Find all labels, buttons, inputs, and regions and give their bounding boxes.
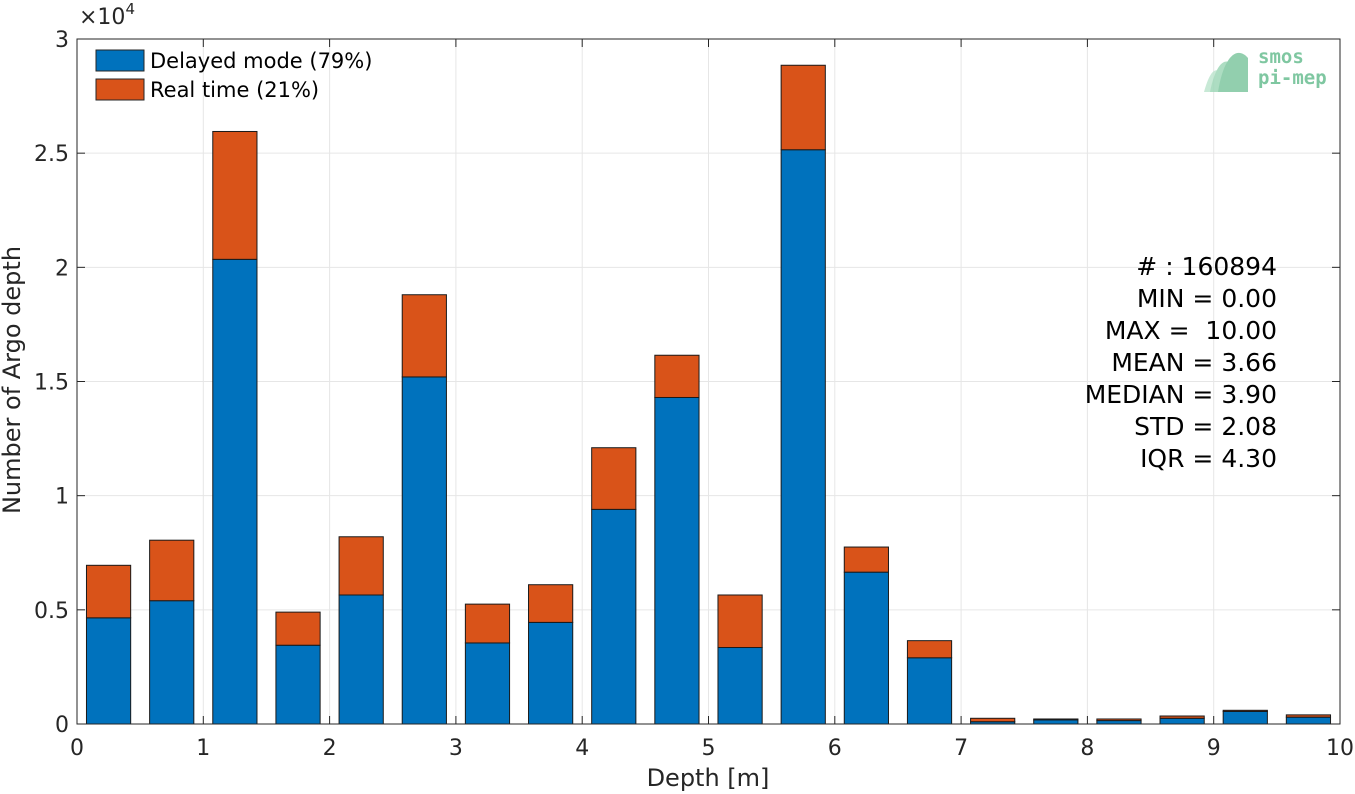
bar-real-time	[401, 294, 447, 378]
y-tick-label: 1	[55, 485, 69, 510]
y-tick-label: 1.5	[34, 371, 69, 396]
bar-real-time	[1222, 709, 1268, 712]
x-axis-title: Depth [m]	[647, 764, 770, 792]
bar-real-time	[149, 539, 195, 602]
bar-delayed-mode	[1159, 717, 1205, 725]
bar-delayed-mode	[528, 621, 574, 725]
bar-delayed-mode	[780, 149, 826, 725]
bar-real-time	[970, 717, 1016, 723]
bar-real-time	[85, 564, 132, 619]
stats-max: MAX = 10.00	[1105, 316, 1277, 345]
legend: Delayed mode (79%) Real time (21%)	[95, 49, 372, 102]
y-exponent-power: 4	[125, 0, 135, 18]
x-tick-label: 4	[575, 736, 589, 761]
x-tick-label: 10	[1326, 736, 1354, 761]
stats-min: MIN = 0.00	[1137, 284, 1277, 313]
stats-mean: MEAN = 3.66	[1111, 348, 1277, 377]
bar-delayed-mode	[1222, 710, 1268, 725]
bar-delayed-mode	[717, 647, 763, 725]
x-tick-label: 9	[1207, 736, 1221, 761]
bar-delayed-mode	[654, 396, 700, 725]
bar-delayed-mode	[591, 508, 637, 725]
y-tick-label: 0.5	[34, 599, 69, 624]
bar-real-time	[906, 640, 953, 659]
bar-delayed-mode	[464, 642, 511, 725]
y-axis-title: Number of Argo depth	[0, 246, 26, 514]
stats-iqr: IQR = 4.30	[1140, 444, 1277, 473]
x-tick-label: 5	[702, 736, 716, 761]
bar-delayed-mode	[906, 657, 953, 725]
logo-waves-icon	[1204, 52, 1248, 92]
stats-block: # : 160894 MIN = 0.00 MAX = 10.00 MEAN =…	[1085, 252, 1277, 473]
bar-real-time	[1096, 718, 1142, 722]
bar-delayed-mode	[401, 376, 447, 725]
smos-pimep-logo: smos pi-mep	[1204, 46, 1327, 92]
bar-real-time	[1159, 715, 1205, 719]
legend-label-realtime: Real time (21%)	[150, 78, 319, 102]
x-tick-label: 1	[196, 736, 210, 761]
bar-real-time	[780, 64, 826, 151]
stats-count: # : 160894	[1136, 252, 1277, 281]
x-tick-label: 6	[828, 736, 842, 761]
y-tick-label: 0	[55, 713, 69, 738]
bar-delayed-mode	[212, 258, 258, 725]
stats-std: STD = 2.08	[1134, 412, 1277, 441]
bar-real-time	[654, 354, 700, 398]
logo-line-2: pi-mep	[1258, 67, 1327, 89]
axis-ticks: 0 1 2 3 4 5 6 7 8 9 10 0 0.5 1 1.5 2 2.5 3	[34, 28, 1354, 761]
x-tick-label: 8	[1080, 736, 1094, 761]
x-tick-label: 0	[70, 736, 84, 761]
y-exponent-label: ×104	[79, 0, 135, 30]
bar-real-time	[275, 611, 321, 646]
y-tick-label: 2.5	[34, 142, 69, 167]
x-tick-label: 7	[954, 736, 968, 761]
bar-real-time	[1285, 714, 1332, 718]
bar-real-time	[1033, 718, 1079, 721]
legend-swatch-delayed	[95, 49, 145, 72]
bar-delayed-mode	[1096, 720, 1142, 725]
bar-real-time	[528, 584, 574, 623]
bar-delayed-mode	[275, 644, 321, 725]
bar-real-time	[717, 594, 763, 649]
bar-delayed-mode	[149, 600, 195, 725]
stats-median: MEDIAN = 3.90	[1085, 380, 1277, 409]
x-tick-label: 2	[323, 736, 337, 761]
bar-real-time	[843, 546, 889, 573]
legend-swatch-realtime	[95, 78, 145, 101]
y-tick-label: 2	[55, 256, 69, 281]
logo-line-1: smos	[1258, 46, 1304, 68]
bar-delayed-mode	[1285, 716, 1332, 725]
legend-label-delayed: Delayed mode (79%)	[150, 49, 372, 73]
bar-delayed-mode	[843, 571, 889, 725]
bar-real-time	[591, 447, 637, 510]
bar-delayed-mode	[338, 594, 384, 725]
x-tick-label: 3	[449, 736, 463, 761]
bar-real-time	[464, 603, 511, 644]
bar-delayed-mode	[1033, 719, 1079, 725]
y-tick-label: 3	[55, 28, 69, 53]
bar-delayed-mode	[85, 617, 132, 725]
bar-real-time	[338, 536, 384, 596]
bar-real-time	[212, 130, 258, 260]
